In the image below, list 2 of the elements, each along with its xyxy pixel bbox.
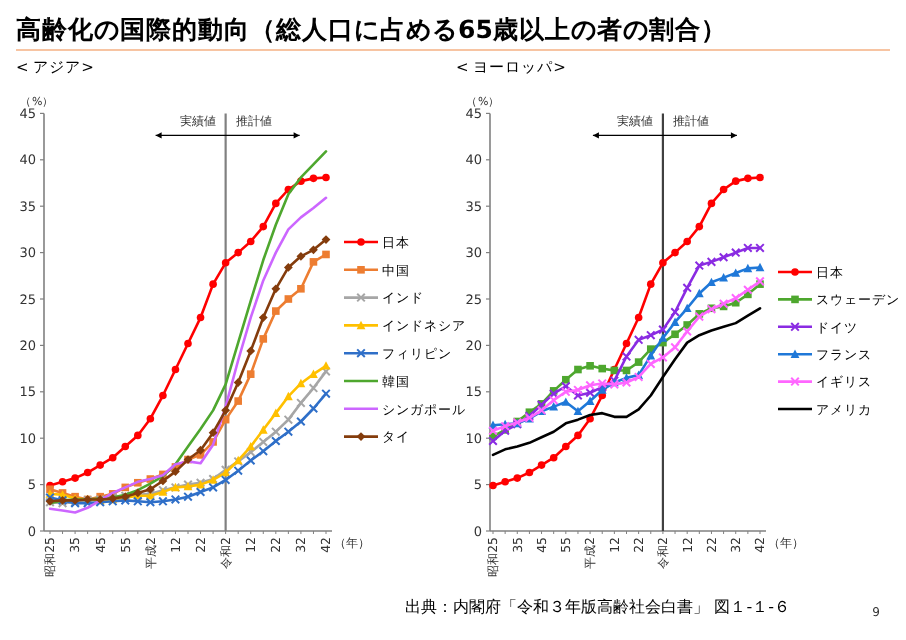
chart-title: 高齢化の国際的動向（総人口に占める65歳以上の者の割合）	[16, 14, 727, 44]
source-note: 出典：内閣府「令和３年版高齢社会白書」 図１-１-６	[405, 598, 790, 616]
